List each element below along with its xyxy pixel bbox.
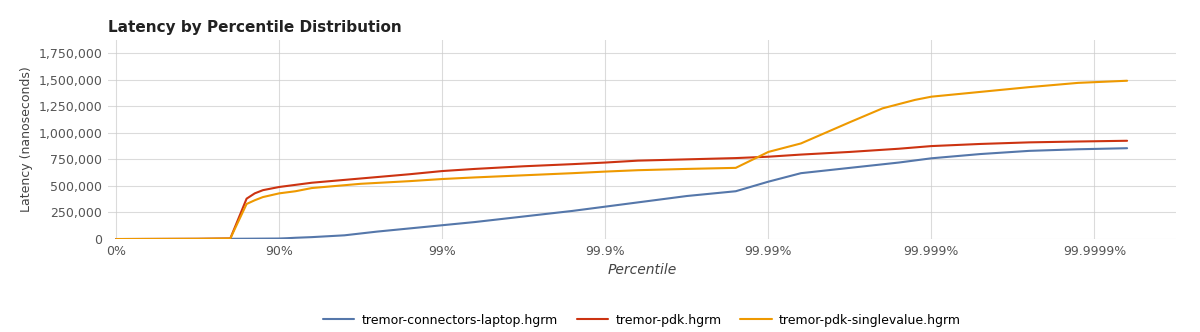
tremor-connectors-laptop.hgrm [305, 235, 319, 239]
tremor-pdk-singlevalue.hgrm [728, 166, 743, 170]
tremor-pdk.hgrm [191, 237, 205, 241]
tremor-connectors-laptop.hgrm [468, 220, 482, 224]
tremor-pdk.hgrm [892, 147, 906, 151]
tremor-pdk.hgrm [631, 159, 646, 163]
Legend: tremor-connectors-laptop.hgrm, tremor-pdk.hgrm, tremor-pdk-singlevalue.hgrm: tremor-connectors-laptop.hgrm, tremor-pd… [318, 309, 966, 332]
tremor-pdk.hgrm [1022, 140, 1037, 144]
tremor-pdk-singlevalue.hgrm [990, 88, 1004, 92]
tremor-pdk.hgrm [109, 237, 124, 241]
tremor-connectors-laptop.hgrm [793, 171, 808, 175]
tremor-pdk.hgrm [239, 197, 253, 201]
tremor-pdk-singlevalue.hgrm [354, 182, 368, 186]
tremor-pdk-singlevalue.hgrm [842, 120, 857, 124]
tremor-connectors-laptop.hgrm [1120, 146, 1134, 150]
Y-axis label: Latency (nanoseconds): Latency (nanoseconds) [20, 66, 34, 212]
tremor-connectors-laptop.hgrm [370, 230, 384, 234]
tremor-pdk-singlevalue.hgrm [109, 237, 124, 241]
tremor-pdk.hgrm [436, 169, 450, 173]
tremor-pdk-singlevalue.hgrm [924, 95, 938, 99]
tremor-connectors-laptop.hgrm [598, 205, 612, 208]
tremor-connectors-laptop.hgrm [728, 189, 743, 193]
Text: Latency by Percentile Distribution: Latency by Percentile Distribution [108, 20, 402, 35]
tremor-connectors-laptop.hgrm [1070, 147, 1085, 151]
tremor-pdk-singlevalue.hgrm [565, 171, 580, 175]
Line: tremor-pdk-singlevalue.hgrm: tremor-pdk-singlevalue.hgrm [116, 81, 1127, 239]
tremor-connectors-laptop.hgrm [500, 216, 515, 220]
tremor-connectors-laptop.hgrm [239, 237, 253, 241]
tremor-pdk.hgrm [223, 236, 238, 240]
tremor-connectors-laptop.hgrm [679, 194, 694, 198]
tremor-pdk.hgrm [598, 161, 612, 165]
tremor-connectors-laptop.hgrm [436, 223, 450, 227]
tremor-pdk-singlevalue.hgrm [402, 179, 416, 183]
tremor-pdk-singlevalue.hgrm [223, 236, 238, 240]
tremor-pdk.hgrm [516, 164, 530, 168]
tremor-pdk.hgrm [256, 188, 270, 192]
tremor-pdk-singlevalue.hgrm [272, 191, 287, 195]
tremor-pdk.hgrm [842, 150, 857, 154]
tremor-pdk.hgrm [973, 142, 988, 146]
tremor-pdk.hgrm [565, 162, 580, 166]
tremor-pdk.hgrm [468, 167, 482, 171]
tremor-pdk.hgrm [402, 172, 416, 176]
tremor-connectors-laptop.hgrm [109, 237, 124, 241]
tremor-connectors-laptop.hgrm [565, 209, 580, 213]
tremor-pdk.hgrm [305, 181, 319, 185]
tremor-connectors-laptop.hgrm [973, 152, 988, 156]
tremor-pdk.hgrm [679, 157, 694, 161]
tremor-connectors-laptop.hgrm [892, 161, 906, 165]
tremor-pdk-singlevalue.hgrm [679, 167, 694, 171]
tremor-pdk-singlevalue.hgrm [1120, 79, 1134, 83]
tremor-pdk-singlevalue.hgrm [436, 177, 450, 181]
tremor-pdk.hgrm [272, 185, 287, 189]
tremor-connectors-laptop.hgrm [924, 156, 938, 160]
tremor-connectors-laptop.hgrm [631, 201, 646, 205]
tremor-pdk-singlevalue.hgrm [239, 202, 253, 206]
tremor-pdk-singlevalue.hgrm [305, 186, 319, 190]
tremor-pdk-singlevalue.hgrm [908, 98, 923, 102]
tremor-pdk-singlevalue.hgrm [761, 150, 775, 154]
tremor-pdk-singlevalue.hgrm [516, 173, 530, 177]
tremor-pdk.hgrm [1070, 139, 1085, 143]
tremor-pdk-singlevalue.hgrm [191, 237, 205, 241]
tremor-pdk.hgrm [247, 191, 262, 195]
Line: tremor-connectors-laptop.hgrm: tremor-connectors-laptop.hgrm [116, 148, 1127, 239]
tremor-pdk.hgrm [354, 177, 368, 181]
tremor-pdk-singlevalue.hgrm [288, 189, 302, 193]
tremor-pdk-singlevalue.hgrm [631, 168, 646, 172]
tremor-pdk-singlevalue.hgrm [468, 175, 482, 179]
tremor-connectors-laptop.hgrm [402, 226, 416, 230]
tremor-connectors-laptop.hgrm [337, 233, 352, 237]
tremor-connectors-laptop.hgrm [272, 236, 287, 240]
tremor-connectors-laptop.hgrm [1022, 149, 1037, 153]
tremor-pdk.hgrm [761, 155, 775, 159]
tremor-pdk-singlevalue.hgrm [1022, 85, 1037, 89]
tremor-pdk.hgrm [1120, 139, 1134, 143]
tremor-pdk.hgrm [793, 153, 808, 157]
tremor-pdk-singlevalue.hgrm [247, 198, 262, 202]
tremor-pdk-singlevalue.hgrm [956, 92, 971, 96]
tremor-connectors-laptop.hgrm [761, 180, 775, 184]
tremor-connectors-laptop.hgrm [280, 236, 294, 240]
tremor-connectors-laptop.hgrm [842, 166, 857, 170]
tremor-pdk.hgrm [924, 144, 938, 148]
tremor-pdk-singlevalue.hgrm [256, 195, 270, 199]
tremor-pdk.hgrm [728, 156, 743, 160]
tremor-connectors-laptop.hgrm [288, 236, 302, 240]
tremor-connectors-laptop.hgrm [533, 212, 547, 216]
tremor-connectors-laptop.hgrm [191, 237, 205, 241]
tremor-pdk-singlevalue.hgrm [793, 141, 808, 145]
X-axis label: Percentile: Percentile [607, 263, 677, 277]
Line: tremor-pdk.hgrm: tremor-pdk.hgrm [116, 141, 1127, 239]
tremor-pdk-singlevalue.hgrm [875, 106, 889, 110]
tremor-pdk.hgrm [288, 183, 302, 187]
tremor-pdk-singlevalue.hgrm [598, 170, 612, 174]
tremor-pdk-singlevalue.hgrm [1070, 81, 1085, 85]
